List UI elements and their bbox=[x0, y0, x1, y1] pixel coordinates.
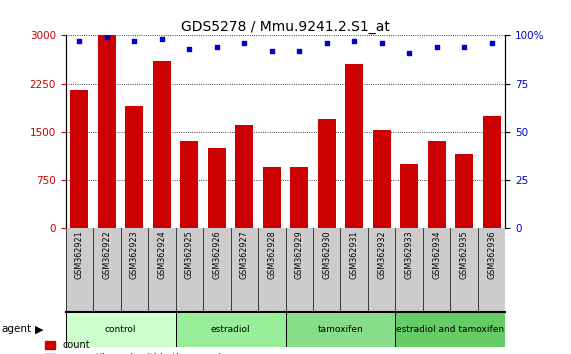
Text: GSM362926: GSM362926 bbox=[212, 230, 222, 279]
Text: GSM362932: GSM362932 bbox=[377, 230, 386, 279]
Point bbox=[487, 40, 496, 46]
Bar bbox=[180, 141, 198, 228]
Point bbox=[432, 44, 441, 50]
Point bbox=[185, 46, 194, 52]
Text: tamoxifen: tamoxifen bbox=[317, 325, 363, 334]
Text: estradiol and tamoxifen: estradiol and tamoxifen bbox=[396, 325, 504, 334]
Text: GSM362927: GSM362927 bbox=[240, 230, 249, 279]
Point bbox=[212, 44, 222, 50]
Text: GSM362936: GSM362936 bbox=[487, 230, 496, 279]
Text: GSM362921: GSM362921 bbox=[75, 230, 84, 279]
Text: GSM362924: GSM362924 bbox=[158, 230, 166, 279]
Text: control: control bbox=[105, 325, 136, 334]
Text: GSM362928: GSM362928 bbox=[267, 230, 276, 279]
Bar bbox=[290, 167, 308, 228]
Text: ▶: ▶ bbox=[35, 324, 44, 334]
Bar bbox=[428, 141, 445, 228]
Bar bbox=[153, 61, 171, 228]
Text: GSM362935: GSM362935 bbox=[460, 230, 469, 279]
Bar bbox=[70, 90, 89, 228]
Point bbox=[460, 44, 469, 50]
Bar bbox=[98, 35, 116, 228]
Bar bbox=[400, 164, 418, 228]
Point bbox=[267, 48, 276, 54]
Text: GSM362929: GSM362929 bbox=[295, 230, 304, 279]
Point bbox=[157, 36, 166, 42]
Point bbox=[377, 40, 386, 46]
Text: agent: agent bbox=[1, 324, 31, 334]
Bar bbox=[126, 106, 143, 228]
Bar bbox=[318, 119, 336, 228]
Point bbox=[102, 34, 111, 40]
Text: GSM362931: GSM362931 bbox=[349, 230, 359, 279]
Point bbox=[75, 38, 84, 44]
Bar bbox=[263, 167, 281, 228]
Title: GDS5278 / Mmu.9241.2.S1_at: GDS5278 / Mmu.9241.2.S1_at bbox=[181, 21, 390, 34]
Point bbox=[322, 40, 331, 46]
Bar bbox=[345, 64, 363, 228]
Bar bbox=[373, 130, 391, 228]
Bar bbox=[235, 125, 253, 228]
Text: GSM362934: GSM362934 bbox=[432, 230, 441, 279]
Point bbox=[405, 50, 414, 56]
Point bbox=[295, 48, 304, 54]
Point bbox=[240, 40, 249, 46]
Legend: count, percentile rank within the sample: count, percentile rank within the sample bbox=[45, 341, 227, 354]
Bar bbox=[66, 312, 176, 347]
Bar bbox=[208, 148, 226, 228]
Point bbox=[130, 38, 139, 44]
Bar bbox=[395, 312, 505, 347]
Point bbox=[349, 38, 359, 44]
Text: GSM362930: GSM362930 bbox=[322, 230, 331, 279]
Text: GSM362925: GSM362925 bbox=[185, 230, 194, 279]
Bar bbox=[482, 116, 501, 228]
Text: GSM362933: GSM362933 bbox=[405, 230, 413, 279]
Text: GSM362923: GSM362923 bbox=[130, 230, 139, 279]
Text: GSM362922: GSM362922 bbox=[102, 230, 111, 279]
Bar bbox=[176, 312, 286, 347]
Bar bbox=[286, 312, 395, 347]
Bar bbox=[455, 154, 473, 228]
Text: estradiol: estradiol bbox=[211, 325, 250, 334]
